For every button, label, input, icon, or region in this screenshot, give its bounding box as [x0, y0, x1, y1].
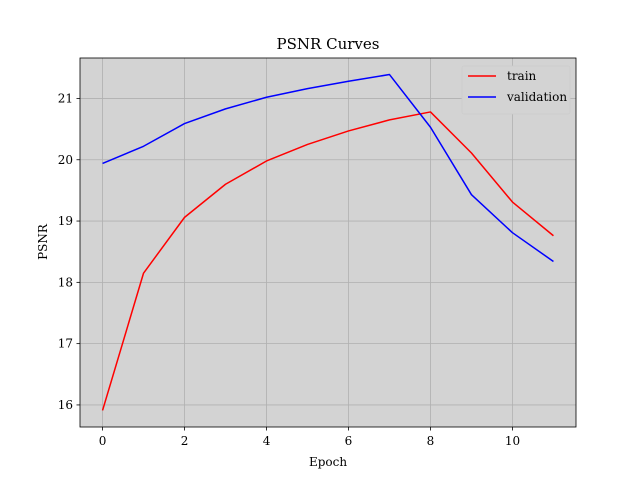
legend-label-validation: validation — [506, 90, 567, 104]
ticks: 0 2 4 6 8 10 16 17 18 19 20 21 — [58, 91, 520, 448]
chart-title: PSNR Curves — [277, 35, 380, 53]
legend: train validation — [461, 65, 571, 115]
x-tick-label: 4 — [263, 434, 271, 448]
y-tick-label: 18 — [58, 275, 73, 289]
x-tick-label: 2 — [181, 434, 189, 448]
y-tick-label: 19 — [58, 214, 73, 228]
plot-background — [80, 58, 576, 427]
x-tick-label: 0 — [99, 434, 107, 448]
legend-label-train: train — [507, 69, 537, 83]
y-tick-label: 21 — [58, 91, 73, 105]
plot-frame — [79, 57, 577, 428]
x-tick-label: 10 — [505, 434, 520, 448]
legend-box — [461, 65, 571, 115]
series-line-validation — [102, 73, 554, 263]
y-tick-label: 16 — [58, 398, 73, 412]
x-tick-label: 6 — [345, 434, 353, 448]
series-lines — [101, 73, 554, 411]
grid — [80, 58, 576, 427]
y-axis-label: PSNR — [36, 223, 50, 260]
y-tick-label: 17 — [58, 337, 73, 351]
y-tick-label: 20 — [58, 153, 73, 167]
series-line-train — [101, 111, 554, 411]
x-tick-label: 8 — [427, 434, 435, 448]
x-axis-label: Epoch — [309, 455, 347, 469]
